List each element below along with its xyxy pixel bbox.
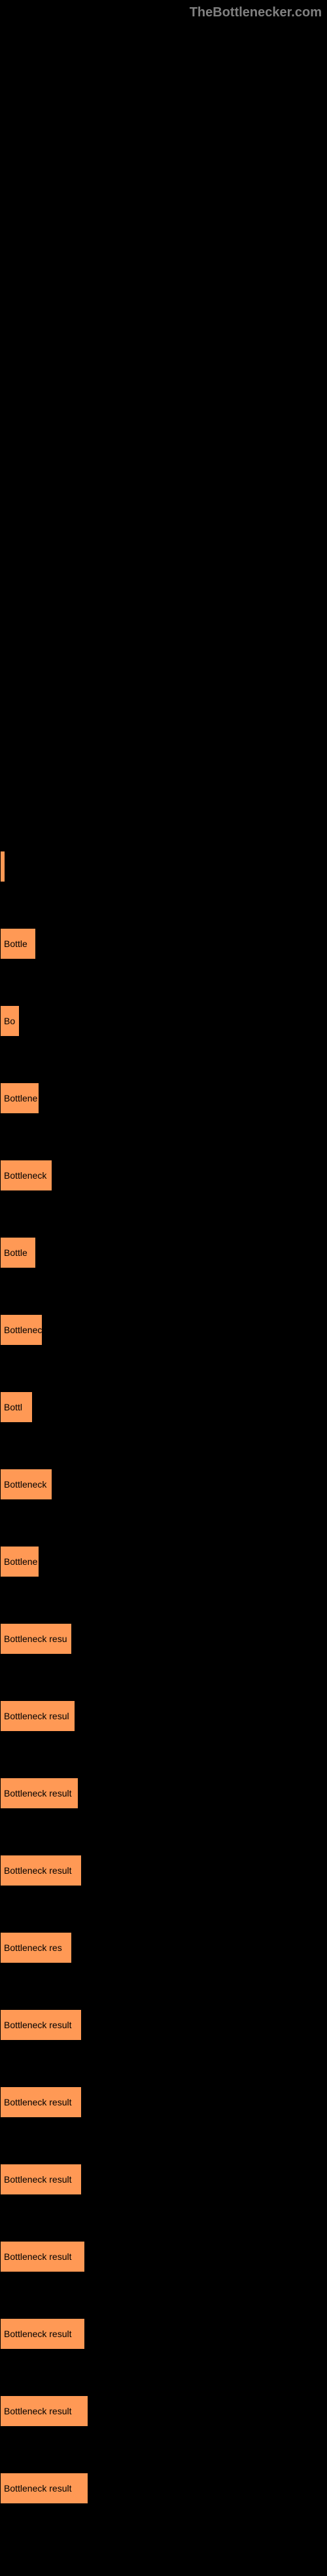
chart-bar: Bottleneck <box>0 1469 52 1500</box>
bar-row: Bottleneck <box>0 1160 327 1191</box>
bar-row: Bottle <box>0 928 327 959</box>
bar-row: Bottleneck result <box>0 2473 327 2504</box>
bar-row: Bottlene <box>0 1546 327 1577</box>
chart-bar: Bottleneck result <box>0 1778 78 1809</box>
chart-bar: Bottleneck <box>0 1160 52 1191</box>
chart-bar: Bottleneck result <box>0 2318 85 2350</box>
chart-bar: Bottleneck result <box>0 2009 82 2041</box>
bar-row <box>0 851 327 882</box>
chart-bar: Bo <box>0 1005 20 1037</box>
chart-bar: Bottl <box>0 1391 33 1423</box>
bar-row: Bottleneck result <box>0 1778 327 1809</box>
bar-row: Bo <box>0 1005 327 1037</box>
chart-bar: Bottleneck result <box>0 2241 85 2272</box>
chart-bar: Bottle <box>0 928 36 959</box>
bar-row: Bottle <box>0 1237 327 1268</box>
bar-row: Bottleneck result <box>0 1855 327 1886</box>
chart-bar <box>0 851 5 882</box>
bar-row: Bottleneck result <box>0 2086 327 2118</box>
bar-row: Bottleneck result <box>0 2318 327 2350</box>
chart-bar: Bottle <box>0 1237 36 1268</box>
chart-bar: Bottleneck result <box>0 2395 88 2427</box>
chart-container: Bottle Bo Bottlene Bottleneck Bottle Bottlene… <box>0 0 327 2576</box>
bar-row: Bottleneck result <box>0 2241 327 2272</box>
bar-row: Bottleneck resu <box>0 1623 327 1655</box>
chart-bar: Bottlenec <box>0 1314 43 1346</box>
bar-row: Bottleneck result <box>0 2395 327 2427</box>
chart-bar: Bottlene <box>0 1546 39 1577</box>
chart-bar: Bottleneck result <box>0 2164 82 2195</box>
chart-bar: Bottleneck result <box>0 2086 82 2118</box>
chart-bar: Bottleneck res <box>0 1932 72 1963</box>
bar-row: Bottlenec <box>0 1314 327 1346</box>
bar-row: Bottleneck <box>0 1469 327 1500</box>
bar-row: Bottl <box>0 1391 327 1423</box>
chart-bar: Bottlene <box>0 1082 39 1114</box>
chart-bar: Bottleneck result <box>0 1855 82 1886</box>
bar-row: Bottleneck result <box>0 2164 327 2195</box>
chart-bar: Bottleneck result <box>0 2473 88 2504</box>
chart-bar: Bottleneck resu <box>0 1623 72 1655</box>
chart-bar: Bottleneck resul <box>0 1700 75 1732</box>
bar-row: Bottleneck result <box>0 2009 327 2041</box>
watermark-text: TheBottlenecker.com <box>190 5 322 20</box>
bar-row: Bottleneck res <box>0 1932 327 1963</box>
bar-row: Bottleneck resul <box>0 1700 327 1732</box>
bar-row: Bottlene <box>0 1082 327 1114</box>
